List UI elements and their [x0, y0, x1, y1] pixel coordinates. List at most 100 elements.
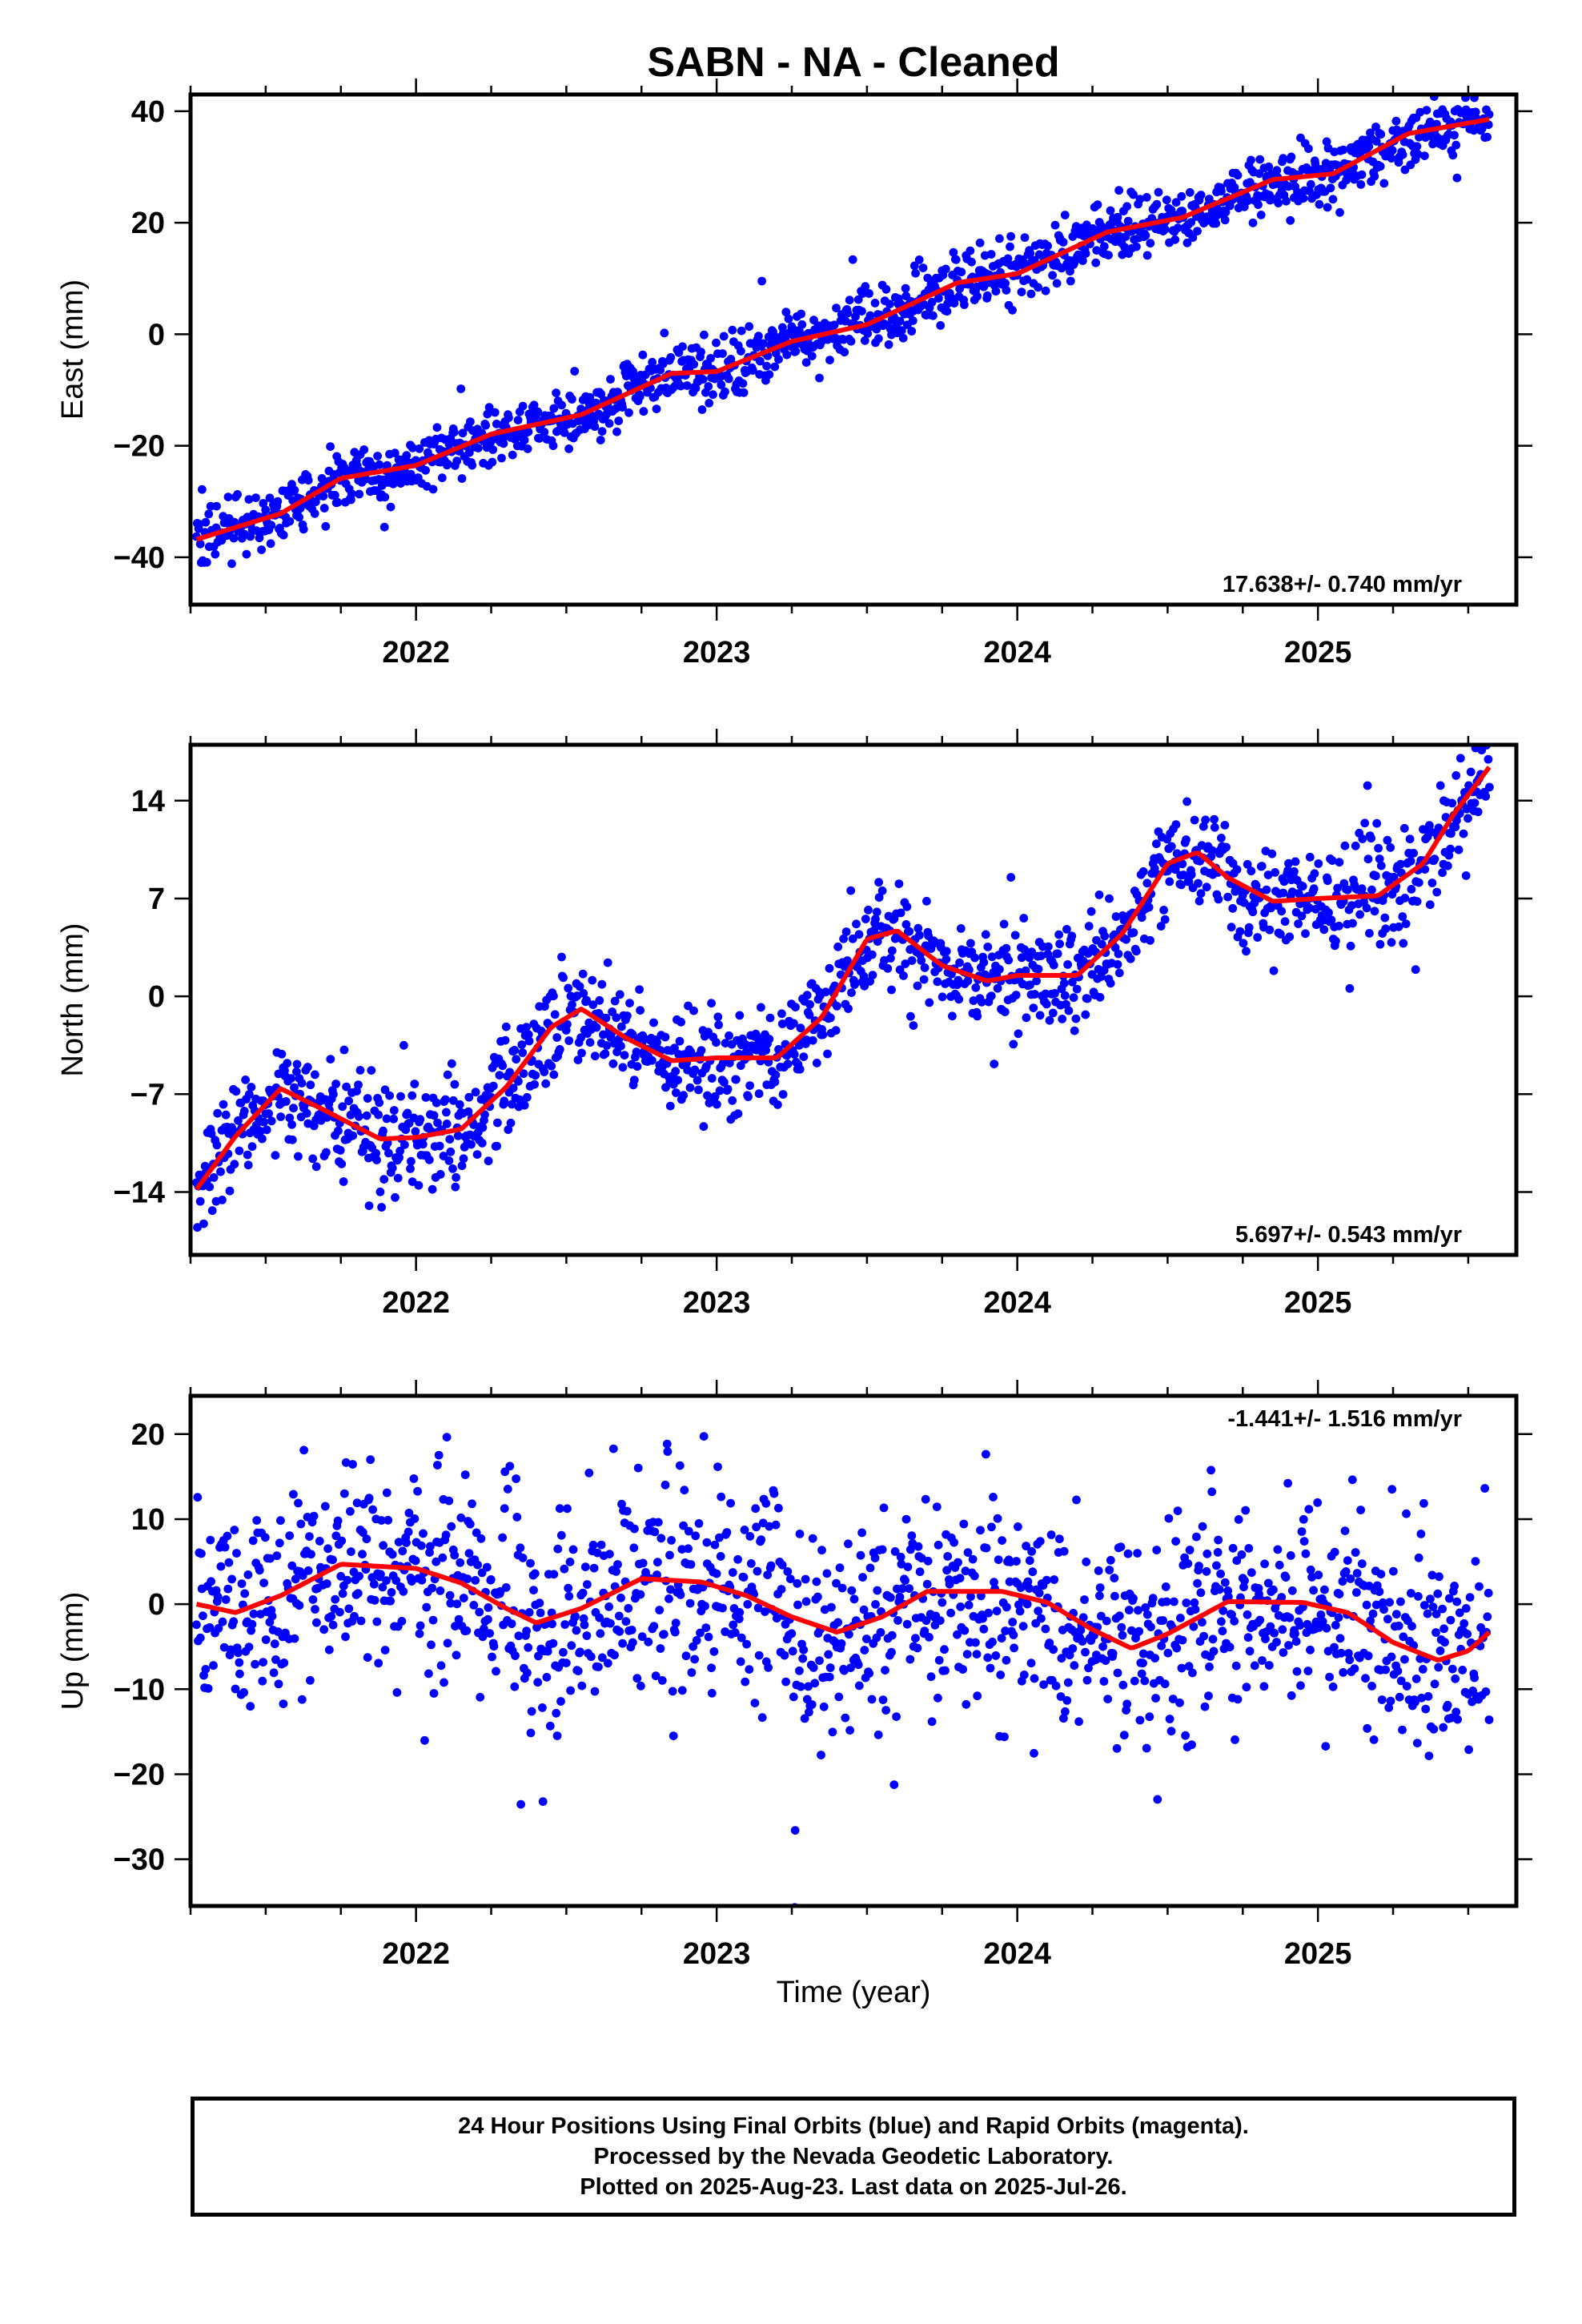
up-point [275, 1538, 284, 1548]
north-point [995, 965, 1004, 974]
up-point [436, 1586, 445, 1595]
up-point [990, 1578, 998, 1587]
up-point [1095, 1583, 1105, 1592]
up-point [1281, 1573, 1291, 1582]
up-point [394, 1538, 404, 1546]
up-point [735, 1608, 745, 1617]
north-point [1177, 880, 1186, 890]
east-point [533, 407, 543, 416]
north-point [1067, 931, 1077, 941]
north-point [1068, 977, 1077, 987]
up-point [1207, 1487, 1217, 1497]
up-point [522, 1626, 531, 1635]
north-point [1358, 834, 1367, 843]
up-point [1041, 1624, 1050, 1634]
north-point [942, 955, 951, 964]
up-y-tick-label: −10 [114, 1673, 165, 1707]
east-point [881, 284, 891, 294]
up-point [907, 1531, 917, 1541]
up-point [1347, 1475, 1357, 1485]
north-point [955, 958, 964, 967]
up-point [998, 1536, 1006, 1545]
up-point [422, 1602, 432, 1612]
north-point [632, 1047, 641, 1056]
east-point [975, 238, 985, 247]
north-point [922, 896, 931, 906]
north-point [713, 1012, 723, 1022]
up-point [1117, 1622, 1126, 1632]
up-point [1285, 1613, 1295, 1622]
north-point [616, 1022, 626, 1031]
up-point [1191, 1605, 1200, 1614]
east-point [273, 497, 283, 506]
up-point [426, 1542, 435, 1551]
up-point [560, 1620, 570, 1629]
up-point [1367, 1682, 1376, 1691]
up-point [793, 1578, 802, 1588]
up-point [1061, 1707, 1070, 1716]
north-y-tick-label: 0 [148, 980, 165, 1014]
east-point [421, 465, 430, 475]
north-point [665, 1101, 675, 1111]
east-point [1003, 254, 1013, 263]
up-point [1163, 1648, 1173, 1658]
east-point [458, 428, 468, 438]
east-point [265, 493, 275, 503]
up-point [352, 1498, 362, 1508]
up-point [790, 1826, 800, 1835]
east-point [1371, 123, 1380, 131]
north-point [612, 1013, 621, 1023]
north-point [1210, 814, 1219, 824]
north-point [387, 1164, 397, 1172]
north-point [241, 1076, 250, 1084]
up-point [1188, 1668, 1197, 1678]
up-point [1099, 1677, 1109, 1686]
east-point [739, 388, 749, 397]
up-point [1346, 1574, 1355, 1583]
up-point [251, 1659, 259, 1669]
up-point [1416, 1530, 1426, 1538]
east-point [1311, 159, 1320, 168]
east-point [204, 509, 214, 519]
up-point [512, 1513, 522, 1522]
up-point [1219, 1606, 1228, 1615]
east-point [1186, 218, 1196, 227]
north-point [1401, 919, 1411, 928]
up-point [1299, 1537, 1309, 1546]
up-point [535, 1598, 544, 1608]
up-point [628, 1638, 637, 1647]
north-point [1006, 873, 1016, 882]
north-point [292, 1067, 301, 1076]
up-point [1140, 1676, 1150, 1686]
up-point [576, 1647, 584, 1657]
up-point [505, 1462, 515, 1471]
north-point [886, 954, 895, 963]
north-point [1277, 907, 1287, 916]
up-point [1328, 1682, 1338, 1691]
up-point [1166, 1727, 1176, 1736]
up-y-tick-label: 20 [131, 1418, 165, 1452]
up-point [1173, 1506, 1182, 1515]
up-point [913, 1542, 923, 1551]
up-point [1275, 1560, 1284, 1570]
up-point [227, 1574, 236, 1584]
north-point [1407, 885, 1416, 894]
up-point [1426, 1594, 1435, 1603]
up-point [1433, 1589, 1443, 1598]
north-point [213, 1108, 223, 1118]
east-point [1375, 162, 1385, 171]
up-point [844, 1539, 853, 1549]
east-point [1060, 211, 1070, 219]
north-point [292, 1059, 302, 1069]
up-point [795, 1530, 805, 1538]
north-point [385, 1091, 394, 1100]
east-point [1114, 186, 1123, 195]
up-point [560, 1564, 569, 1574]
up-point [1428, 1602, 1438, 1611]
up-point [1119, 1731, 1129, 1740]
up-point [356, 1616, 366, 1626]
north-point [443, 1070, 452, 1080]
up-point [1065, 1651, 1074, 1660]
up-point [1078, 1637, 1087, 1646]
north-point [831, 1026, 841, 1035]
